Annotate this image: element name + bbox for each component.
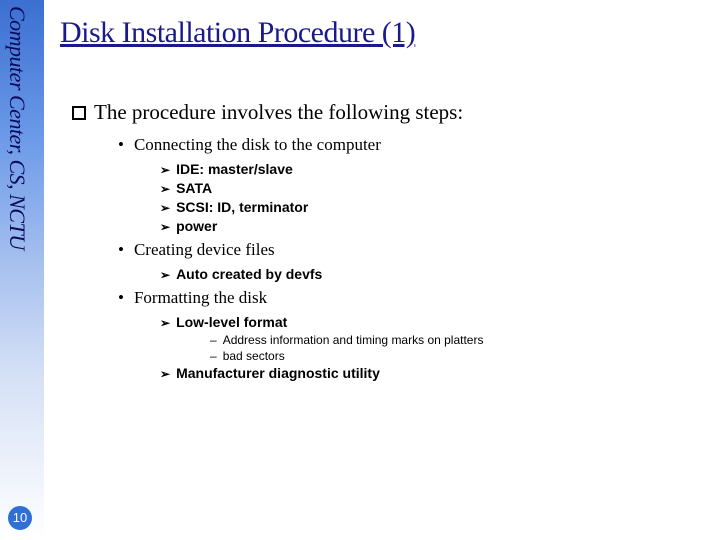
- square-bullet-icon: [72, 106, 86, 120]
- note-bad: –bad sectors: [210, 349, 700, 363]
- sidebar-gradient: Computer Center, CS, NCTU: [0, 0, 44, 540]
- bullet-connecting: • Connecting the disk to the computer: [118, 135, 700, 155]
- page-number-badge: 10: [8, 506, 32, 530]
- creating-label: Creating device files: [134, 240, 275, 259]
- chevron-icon: ➢: [160, 182, 170, 196]
- sata-text: SATA: [176, 180, 212, 196]
- chevron-icon: ➢: [160, 316, 170, 330]
- sub-lowlevel: ➢ Low-level format: [160, 314, 700, 330]
- chevron-icon: ➢: [160, 201, 170, 215]
- mfg-text: Manufacturer diagnostic utility: [176, 365, 380, 381]
- dash-bullet-icon: –: [210, 333, 217, 347]
- sidebar-label: Computer Center, CS, NCTU: [4, 6, 30, 250]
- formatting-label: Formatting the disk: [134, 288, 267, 307]
- dot-bullet-icon: •: [118, 135, 124, 154]
- dot-bullet-icon: •: [118, 240, 124, 259]
- slide-title: Disk Installation Procedure (1): [60, 16, 700, 50]
- chevron-icon: ➢: [160, 163, 170, 177]
- chevron-icon: ➢: [160, 220, 170, 234]
- sub-scsi: ➢ SCSI: ID, terminator: [160, 199, 700, 215]
- intro-line: The procedure involves the following ste…: [72, 100, 700, 125]
- intro-text: The procedure involves the following ste…: [94, 100, 463, 124]
- lowlevel-text: Low-level format: [176, 314, 287, 330]
- devfs-text: Auto created by devfs: [176, 266, 322, 282]
- dash-bullet-icon: –: [210, 349, 217, 363]
- scsi-text: SCSI: ID, terminator: [176, 199, 308, 215]
- chevron-icon: ➢: [160, 268, 170, 282]
- sub-mfg: ➢ Manufacturer diagnostic utility: [160, 365, 700, 381]
- sub-power: ➢ power: [160, 218, 700, 234]
- addr-text: Address information and timing marks on …: [223, 333, 484, 347]
- sub-ide: ➢ IDE: master/slave: [160, 161, 700, 177]
- power-text: power: [176, 218, 217, 234]
- slide-content: Disk Installation Procedure (1) The proc…: [60, 16, 700, 384]
- connecting-label: Connecting the disk to the computer: [134, 135, 381, 154]
- sub-sata: ➢ SATA: [160, 180, 700, 196]
- ide-text: IDE: master/slave: [176, 161, 293, 177]
- dot-bullet-icon: •: [118, 288, 124, 307]
- sub-devfs: ➢ Auto created by devfs: [160, 266, 700, 282]
- bad-text: bad sectors: [223, 349, 285, 363]
- chevron-icon: ➢: [160, 367, 170, 381]
- bullet-creating: • Creating device files: [118, 240, 700, 260]
- note-addr: –Address information and timing marks on…: [210, 333, 700, 347]
- bullet-formatting: • Formatting the disk: [118, 288, 700, 308]
